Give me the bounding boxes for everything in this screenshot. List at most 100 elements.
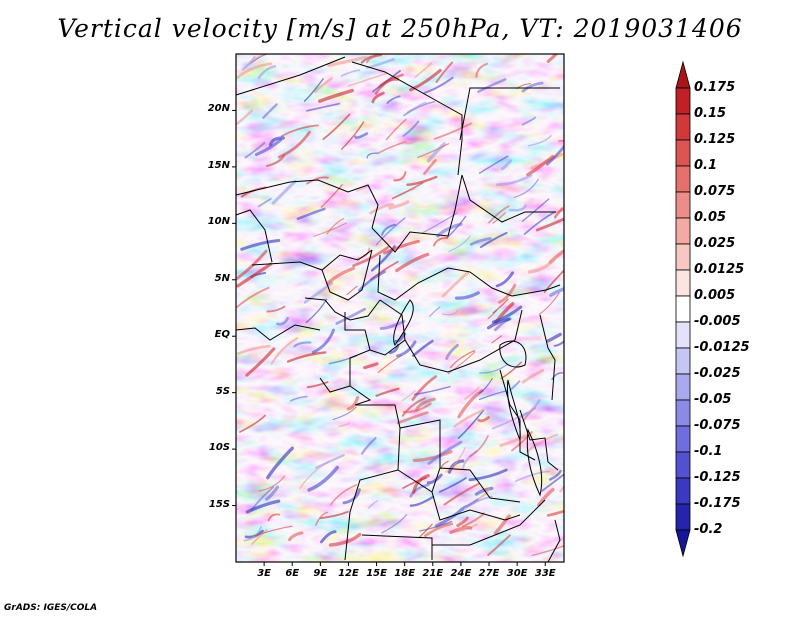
velocity-streak xyxy=(266,446,294,480)
velocity-streak xyxy=(423,76,454,94)
velocity-streak xyxy=(535,217,564,232)
velocity-streak xyxy=(424,522,454,538)
velocity-streak xyxy=(340,69,361,77)
velocity-streak xyxy=(402,120,420,137)
velocity-streak xyxy=(288,531,304,542)
velocity-streak xyxy=(306,176,329,185)
velocity-streak xyxy=(303,78,324,102)
velocity-streak xyxy=(335,307,366,325)
velocity-streak xyxy=(521,198,550,222)
velocity-streak xyxy=(383,239,420,255)
velocity-streak xyxy=(356,185,368,192)
velocity-streak xyxy=(293,341,312,348)
velocity-streak xyxy=(367,500,378,509)
velocity-streak xyxy=(546,332,562,343)
velocity-streak xyxy=(453,408,485,428)
velocity-streak xyxy=(307,465,340,492)
velocity-streak xyxy=(375,387,400,397)
velocity-streak xyxy=(454,291,480,300)
velocity-streak xyxy=(447,351,476,375)
velocity-streak xyxy=(303,281,334,304)
velocity-streak xyxy=(306,381,329,389)
velocity-streak xyxy=(537,487,555,507)
velocity-streak xyxy=(486,317,511,330)
velocity-streak xyxy=(426,473,443,485)
velocity-streak xyxy=(379,319,406,330)
velocity-streak xyxy=(262,103,278,119)
velocity-streak xyxy=(553,340,564,347)
velocity-streak xyxy=(254,525,293,537)
lon-label: 15E xyxy=(366,568,387,579)
colorbar xyxy=(675,60,691,558)
colorbar-swatch xyxy=(675,399,691,427)
velocity-streak xyxy=(357,270,386,292)
velocity-streak xyxy=(396,411,429,425)
colorbar-swatch xyxy=(675,321,691,349)
velocity-streak xyxy=(499,433,531,447)
velocity-streak xyxy=(438,477,467,493)
velocity-streak xyxy=(553,207,564,219)
velocity-streak xyxy=(315,511,329,526)
velocity-streak xyxy=(509,204,527,212)
velocity-streak xyxy=(322,113,351,140)
velocity-streak xyxy=(386,95,401,104)
velocity-streak xyxy=(526,154,555,177)
velocity-streak xyxy=(236,249,268,280)
lat-label: 15N xyxy=(207,159,230,171)
plot-frame xyxy=(235,53,565,563)
velocity-streak xyxy=(497,283,517,304)
colorbar-swatch xyxy=(675,217,691,245)
velocity-streak xyxy=(396,340,417,358)
velocity-streak xyxy=(332,406,357,420)
velocity-streak xyxy=(526,433,558,453)
colorbar-label: 0.1 xyxy=(694,158,718,173)
velocity-streak xyxy=(527,135,552,147)
velocity-streak xyxy=(418,523,433,539)
velocity-streak xyxy=(546,509,564,517)
velocity-streak xyxy=(443,483,480,506)
velocity-streak xyxy=(509,380,521,391)
velocity-streak xyxy=(500,159,513,171)
velocity-streak xyxy=(409,68,442,92)
velocity-streak xyxy=(354,132,369,139)
colorbar-swatch xyxy=(675,139,691,167)
velocity-streak xyxy=(479,363,508,374)
lon-label: 30E xyxy=(506,568,528,579)
velocity-streak xyxy=(513,178,539,198)
velocity-streak xyxy=(271,179,297,205)
velocity-streak xyxy=(395,252,430,273)
colorbar-swatch xyxy=(675,503,691,531)
lon-label: 33E xyxy=(534,568,556,579)
colorbar-swatch xyxy=(675,347,691,375)
credit-text: GrADS: IGES/COLA xyxy=(4,603,98,613)
velocity-streak xyxy=(475,62,489,78)
velocity-streak xyxy=(315,454,345,469)
velocity-streak xyxy=(245,347,276,377)
velocity-streak xyxy=(401,390,416,402)
velocity-streak xyxy=(313,222,347,237)
velocity-streak xyxy=(478,389,509,401)
velocity-streak xyxy=(521,368,545,384)
colorbar-swatch xyxy=(675,191,691,219)
lat-label: 10S xyxy=(208,442,230,454)
velocity-streak xyxy=(265,485,279,501)
axis-ticks xyxy=(232,109,546,566)
velocity-streak xyxy=(296,207,326,221)
velocity-streak xyxy=(236,109,253,125)
velocity-streak xyxy=(487,534,511,556)
velocity-streak xyxy=(474,486,494,496)
velocity-streak xyxy=(488,205,510,224)
velocity-streak xyxy=(446,215,467,238)
velocity-streak xyxy=(320,184,343,208)
velocity-streak xyxy=(328,532,362,547)
velocity-streak xyxy=(445,446,466,473)
colorbar-swatch xyxy=(675,113,691,141)
colorbar-label: 0.005 xyxy=(694,288,736,303)
velocity-streak xyxy=(369,203,395,215)
velocity-streak xyxy=(277,130,311,159)
lat-label: 15S xyxy=(208,498,230,510)
colorbar-min-arrow xyxy=(675,529,691,558)
velocity-streak xyxy=(385,118,407,141)
velocity-streak xyxy=(514,470,550,483)
velocity-streak xyxy=(403,100,436,117)
